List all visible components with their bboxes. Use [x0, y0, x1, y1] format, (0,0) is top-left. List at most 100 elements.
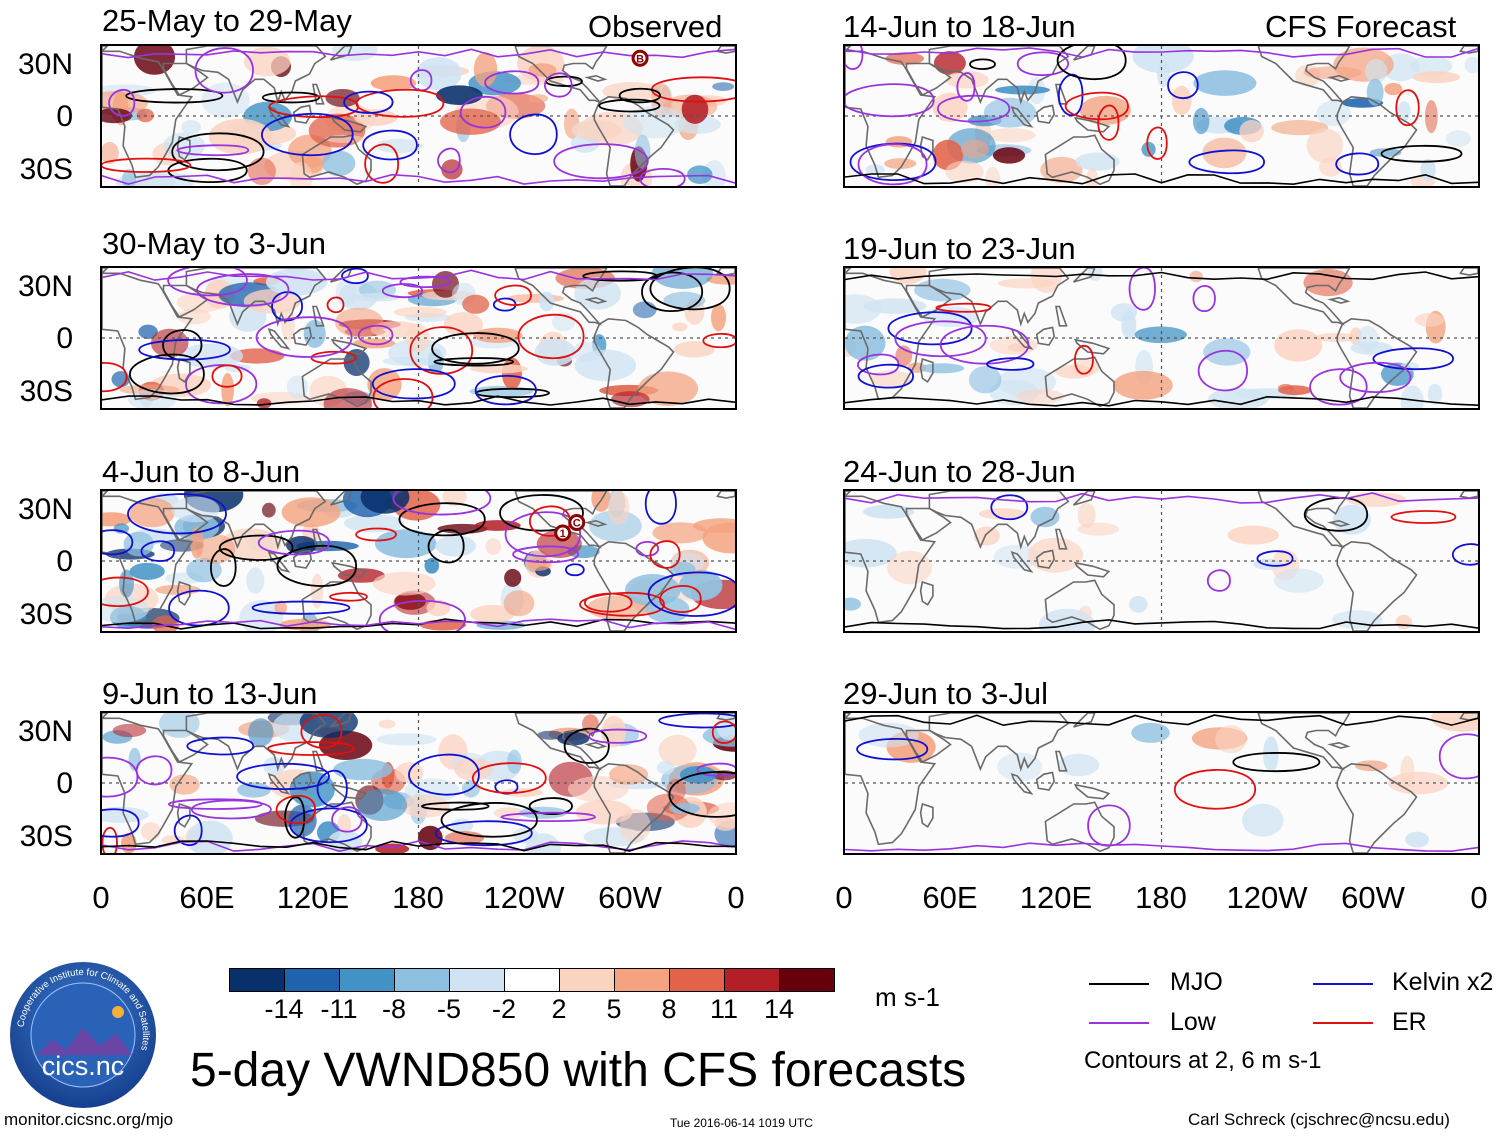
vwnd-positive-anomaly [1239, 120, 1264, 143]
forecast-label: CFS Forecast [1265, 9, 1457, 44]
vwnd-positive-anomaly [1027, 537, 1084, 573]
contour-er [494, 284, 533, 306]
lat-tick-30n: 30N [17, 493, 73, 526]
vwnd-positive-anomaly [462, 294, 490, 314]
contour-low-band [102, 618, 735, 630]
reference-lines [102, 268, 735, 408]
contour-mjo [668, 771, 735, 818]
vwnd-positive-anomaly [112, 723, 147, 738]
contour-kelvin [474, 374, 537, 406]
coastline-cuba [584, 74, 608, 82]
vwnd-positive-anomaly [367, 368, 402, 401]
contour-er [211, 364, 243, 388]
contour-kelvin [857, 363, 915, 389]
map-panel-8 [843, 711, 1480, 855]
legend-label-low: Low [1170, 1008, 1216, 1036]
contour-low [939, 324, 1030, 365]
contour-kelvin [856, 738, 929, 761]
contour-mjo [1303, 496, 1369, 532]
contour-low [543, 72, 573, 98]
lon-tick: 180 [1135, 880, 1187, 915]
contour-low [167, 798, 263, 810]
coastline-borneo [292, 549, 313, 569]
vwnd-positive-anomaly [1354, 760, 1388, 772]
coastline-philippines [1055, 83, 1068, 105]
vwnd-positive-anomaly [1395, 614, 1412, 630]
contour-kelvin [168, 589, 230, 627]
panel-title-8: 29-Jun to 3-Jul [843, 676, 1049, 711]
legend-line-er [1313, 1022, 1373, 1024]
chart-title: 5-day VWND850 with CFS forecasts [190, 1044, 967, 1097]
reference-lines [845, 491, 1478, 631]
coastline-madagascar [176, 357, 191, 383]
vwnd-positive-anomaly [261, 502, 276, 518]
coastline-namerica [514, 491, 608, 549]
coastline-japan [1073, 46, 1096, 61]
map-plot: B [102, 46, 735, 186]
legend-label-er: ER [1392, 1008, 1427, 1036]
vwnd-positive-anomaly [527, 557, 551, 571]
contour-er [300, 714, 343, 749]
coastline-asia [928, 268, 1070, 327]
contour-kelvin [102, 808, 140, 838]
colorbar: -14 -11 -8 -5 -2 2 5 8 11 14 [229, 968, 835, 1028]
vwnd-positive-anomaly [454, 757, 493, 781]
reference-lines [845, 46, 1478, 186]
lon-tick: 60W [598, 880, 662, 915]
colorbar-swatch [504, 968, 560, 992]
contour-er [579, 591, 665, 617]
contour-low [635, 541, 660, 557]
contour-low [588, 728, 648, 744]
lat-tick-30s: 30S [19, 375, 73, 408]
vwnd-negative-anomaly [983, 97, 1037, 128]
contour-kelvin [102, 529, 134, 556]
contour-mjo [1056, 46, 1127, 81]
coastline-europe [716, 268, 735, 276]
vwnd-negative-anomaly [332, 46, 378, 61]
vwnd-negative-anomaly [248, 718, 274, 747]
coastline-japan [1073, 713, 1096, 728]
contour-low [255, 316, 353, 358]
map-panel-1: B [100, 44, 737, 188]
coastline-australia [1044, 134, 1115, 186]
vwnd-negative-anomaly [919, 363, 965, 374]
contour-low [437, 147, 461, 174]
coastline-japan [1073, 268, 1096, 283]
coastline-philippines [312, 83, 325, 105]
vwnd-negative-anomaly [186, 820, 233, 853]
contour-er [102, 157, 192, 173]
filtered-contours [845, 714, 1478, 853]
footer-url[interactable]: monitor.cicsnc.org/mjo [4, 1110, 174, 1129]
contour-kelvin [362, 129, 418, 161]
vwnd-positive-anomaly [440, 108, 501, 135]
vwnd-negative-anomaly [265, 268, 328, 296]
contour-mjo-band [845, 714, 1478, 727]
coastline-asia [185, 46, 327, 105]
contour-mjo [582, 270, 658, 282]
coastline-iberia [845, 491, 852, 498]
map-plot [845, 46, 1478, 186]
vwnd-positive-anomaly [393, 306, 447, 318]
filtered-contours [845, 492, 1478, 630]
vwnd-positive-anomaly [443, 312, 483, 337]
contour-kelvin [316, 769, 348, 808]
vwnd-positive-anomaly [1412, 71, 1460, 84]
coastline-sumatra [267, 773, 291, 795]
vwnd-positive-anomaly [169, 774, 200, 795]
contour-low [1087, 804, 1131, 847]
vwnd-positive-anomaly [337, 814, 352, 835]
vwnd-negative-anomaly [1208, 388, 1269, 408]
vwnd-positive-anomaly [190, 526, 204, 559]
contour-low [1438, 733, 1478, 780]
vwnd-positive-anomaly [960, 139, 989, 159]
reference-lines [102, 491, 735, 631]
contour-low [167, 268, 248, 297]
lat-tick-eq: 0 [56, 322, 73, 355]
coastline-madagascar [176, 580, 191, 606]
contour-mjo-band [102, 618, 735, 630]
contour-kelvin [236, 762, 330, 791]
vwnd-negative-anomaly [138, 324, 158, 339]
vwnd-negative-anomaly [995, 85, 1050, 95]
contour-er [267, 741, 355, 756]
